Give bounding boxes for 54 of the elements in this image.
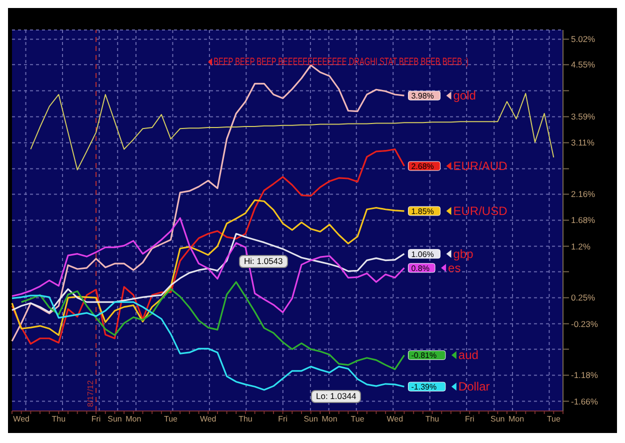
legend-label: EUR/AUD: [453, 159, 508, 174]
x-tick-label: Fri: [278, 414, 288, 424]
x-tick-label: Wed: [200, 414, 216, 424]
y-tick-label: -0.23%: [571, 318, 598, 329]
data-label: 2.68%: [411, 162, 434, 172]
legend-label: aud: [458, 348, 478, 362]
line-series: [11, 217, 406, 314]
x-tick-label: Thu: [52, 414, 66, 424]
x-tick-label: Tue: [164, 414, 178, 424]
data-label: 3.98%: [411, 92, 434, 101]
annotation: Lo: 1.0344: [311, 390, 362, 403]
line-series: [11, 64, 406, 342]
legend-label: gold: [453, 88, 476, 103]
text: BEEP BEEP BEEP BEEEEEEEEEEEEE DRAGHI STAT BEEB BEEB BEEB :): [214, 56, 469, 68]
y-tick-label: 2.16%: [571, 189, 596, 200]
x-tick-label: Thu: [238, 414, 252, 424]
legend-label: EUR/USD: [453, 204, 508, 218]
x-tick-label: Wed: [13, 414, 30, 424]
y-tick-label: -1.66%: [571, 396, 598, 406]
line-series: [11, 148, 406, 345]
data-label: 0.8%: [411, 264, 430, 273]
x-tick-label: Mon: [508, 414, 524, 424]
y-tick-label: 5.02%: [571, 34, 596, 44]
y-tick-label: 4.55%: [571, 60, 596, 70]
x-tick-label: Sun: [304, 414, 318, 424]
x-tick-label: Sun: [490, 414, 505, 424]
y-tick-label: 0.25%: [571, 292, 596, 303]
data-label: 1.85%: [411, 207, 434, 216]
y-tick-label: 3.59%: [571, 112, 596, 122]
line-series: [11, 232, 406, 314]
x-tick-label: Wed: [386, 414, 404, 424]
legend-label: Dollar: [458, 380, 490, 394]
y-tick-label: 1.68%: [571, 215, 596, 226]
x-tick-label: Tue: [350, 414, 365, 424]
x-tick-label: Tue: [546, 414, 561, 424]
annotation: Hi: 1.0543: [239, 255, 288, 268]
data-label: -0.81%: [411, 351, 437, 360]
x-tick-label: Mon: [322, 414, 338, 424]
legend-label: gbp: [453, 246, 474, 261]
line-series: [20, 281, 406, 370]
x-tick-label: Fri: [464, 414, 474, 424]
y-tick-label: -1.18%: [571, 370, 598, 380]
ref-line-label: 8/17/12: [86, 380, 96, 407]
data-label: -1.39%: [411, 382, 437, 392]
x-tick-label: Thu: [425, 414, 440, 424]
x-tick-label: Sun: [108, 414, 122, 424]
y-tick-label: 1.2%: [571, 241, 591, 252]
x-tick-label: Fri: [91, 414, 101, 424]
line-series: [30, 92, 554, 170]
y-tick-label: 3.11%: [571, 138, 595, 148]
legend-label: es: [448, 260, 461, 275]
line-series: [11, 199, 406, 336]
data-label: 1.06%: [411, 250, 434, 259]
x-tick-label: Mon: [126, 414, 142, 424]
